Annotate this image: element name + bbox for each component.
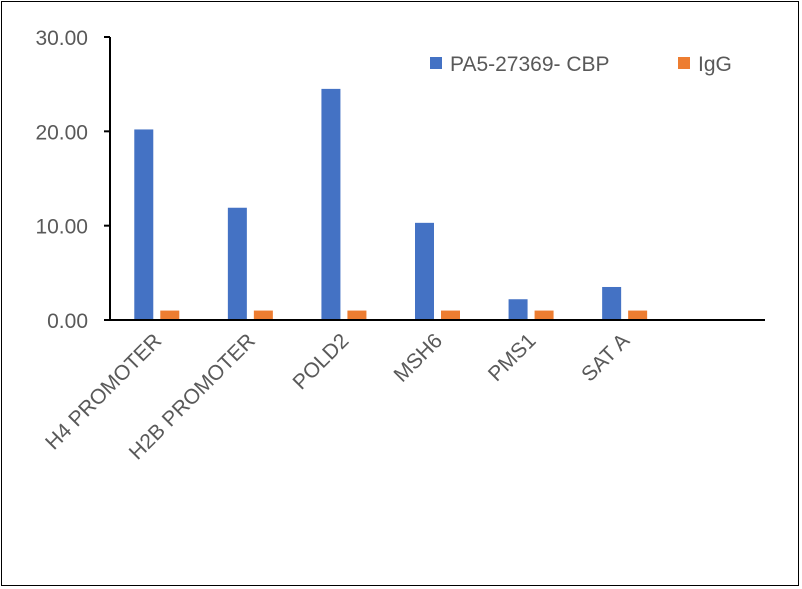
bar-series-2 — [534, 310, 554, 320]
legend: PA5-27369- CBP IgG — [430, 53, 732, 76]
bar-series-1 — [602, 286, 622, 320]
bar-series-2 — [253, 310, 273, 320]
bar-series-1 — [508, 299, 528, 320]
bar-series-1 — [134, 129, 154, 320]
bar-series-1 — [227, 207, 247, 320]
y-tick-label: 0.00 — [47, 310, 88, 333]
bars — [134, 88, 648, 320]
bar-series-2 — [441, 310, 460, 320]
y-tick-label: 10.00 — [35, 216, 88, 239]
bar-series-1 — [321, 88, 341, 320]
bar-series-2 — [347, 310, 367, 320]
x-tick-label: POLD2 — [288, 329, 353, 394]
y-tick-label: 20.00 — [35, 121, 88, 144]
x-tick-label: SAT A — [577, 329, 634, 386]
x-tick-label: MSH6 — [390, 329, 448, 387]
bar-series-1 — [415, 222, 434, 320]
axes — [109, 37, 765, 321]
bar-series-2 — [160, 310, 180, 320]
legend-label-series-2: IgG — [698, 53, 732, 76]
y-axis-ticks: 0.00 10.00 20.00 30.00 — [35, 27, 110, 333]
bar-series-2 — [628, 310, 648, 320]
x-tick-label: PMS1 — [484, 329, 541, 386]
legend-label-series-1: PA5-27369- CBP — [450, 53, 610, 76]
legend-swatch-series-1 — [430, 57, 442, 69]
legend-swatch-series-2 — [678, 57, 690, 69]
y-tick-label: 30.00 — [35, 27, 88, 50]
